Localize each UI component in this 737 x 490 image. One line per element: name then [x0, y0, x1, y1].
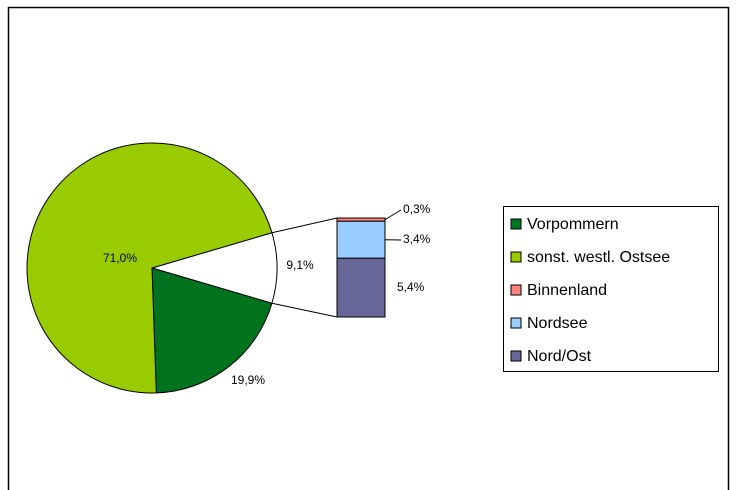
- data-label: 71,0%: [103, 251, 137, 265]
- connector-line: [271, 302, 338, 318]
- legend-label: Nordsee: [527, 315, 588, 332]
- bar-segment: [336, 220, 386, 259]
- data-label: 19,9%: [231, 373, 265, 387]
- legend-label: sonst. westl. Ostsee: [527, 249, 670, 266]
- legend-label: Nord/Ost: [527, 348, 592, 365]
- legend-swatch: [510, 284, 522, 296]
- leader-line: [384, 209, 402, 221]
- legend-swatch: [510, 317, 522, 329]
- data-label: 5,4%: [397, 280, 425, 294]
- legend-label: Vorpommern: [527, 216, 619, 233]
- legend-box: [503, 206, 719, 372]
- legend-swatch: [510, 350, 522, 362]
- bar-segment: [336, 257, 386, 318]
- legend-swatch: [510, 218, 522, 230]
- data-label: 9,1%: [286, 258, 314, 272]
- data-label: 0,3%: [403, 202, 431, 216]
- pie-slice: [26, 142, 273, 394]
- data-label: 3,4%: [403, 232, 431, 246]
- legend-label: Binnenland: [527, 282, 607, 299]
- pie-slice: [151, 267, 273, 394]
- legend-swatch: [510, 251, 522, 263]
- connector-line: [271, 217, 338, 234]
